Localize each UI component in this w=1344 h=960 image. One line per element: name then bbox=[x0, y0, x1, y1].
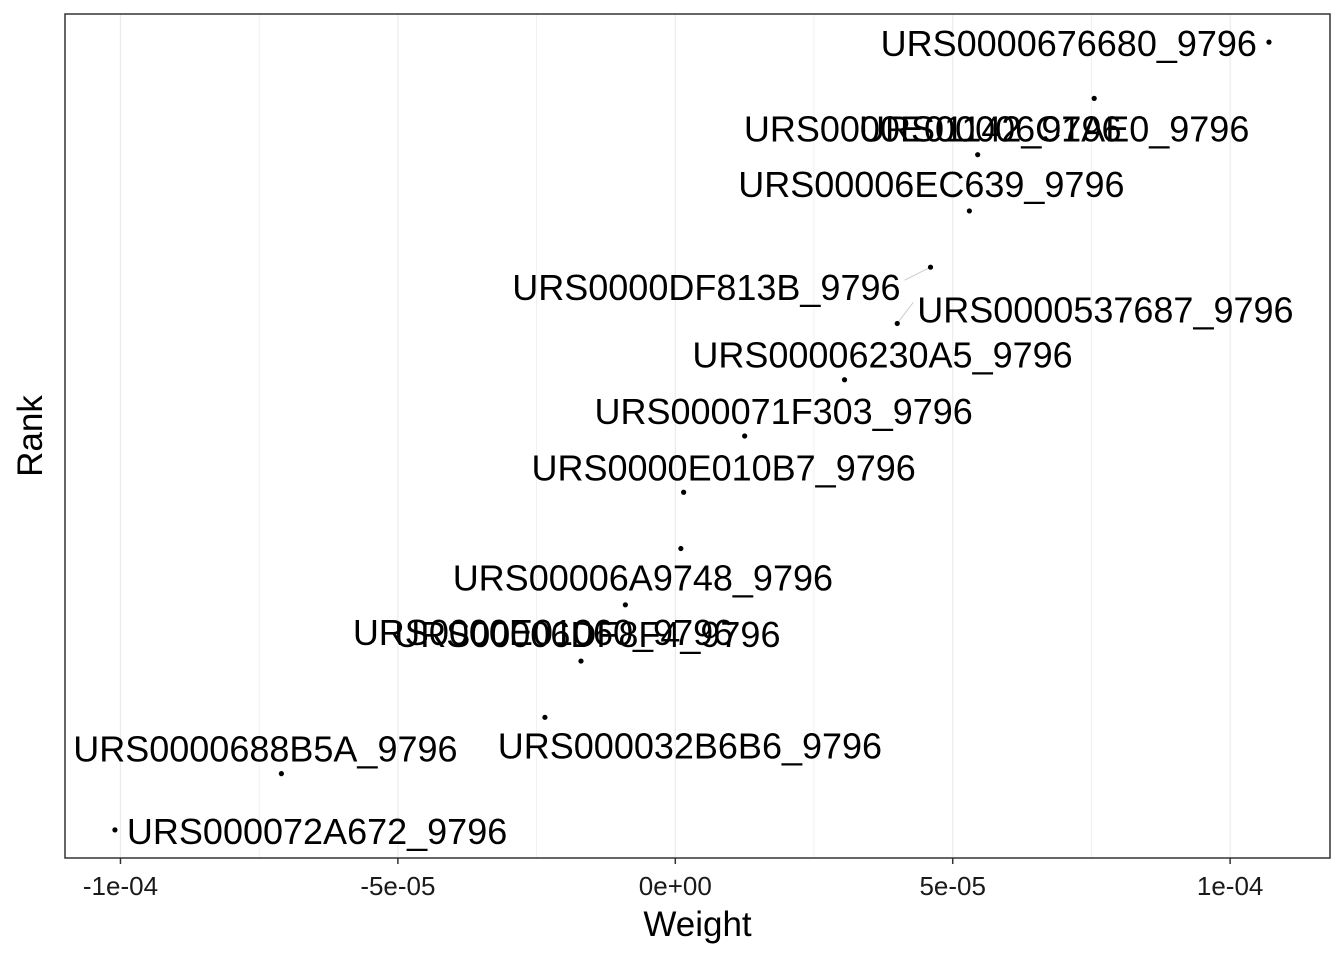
data-point bbox=[278, 771, 284, 777]
data-point bbox=[678, 545, 684, 552]
point-label: URS000032B6B6_9796 bbox=[498, 725, 882, 766]
data-point bbox=[1266, 39, 1272, 45]
point-label: URS0000688B5A_9796 bbox=[73, 729, 457, 770]
point-label: URS00006EC639_9796 bbox=[738, 164, 1124, 205]
data-point bbox=[578, 658, 584, 664]
data-points bbox=[112, 39, 1272, 833]
point-label: URS00006230A5_9796 bbox=[692, 335, 1072, 376]
x-tick-label: 1e-04 bbox=[1197, 871, 1264, 901]
data-point bbox=[112, 827, 118, 833]
data-point bbox=[542, 714, 548, 720]
x-tick-label: 5e-05 bbox=[919, 871, 986, 901]
y-axis-title: Rank bbox=[11, 395, 50, 477]
grid-lines bbox=[119, 14, 1231, 858]
x-tick-label: -1e-04 bbox=[83, 871, 158, 901]
point-labels: URS000072A672_9796 URS0000688B5A_9796 URS0… bbox=[73, 23, 1293, 852]
data-point bbox=[975, 152, 981, 158]
point-label: URS00006A9748_9796 bbox=[453, 558, 833, 599]
data-point bbox=[966, 208, 972, 214]
data-point bbox=[681, 489, 687, 495]
point-label: URS0000E01142_9796 bbox=[744, 109, 1122, 150]
data-point bbox=[622, 602, 628, 608]
point-label: URS00006DF8F4_9796 bbox=[394, 614, 780, 655]
point-label: URS0000DF813B_9796 bbox=[512, 267, 900, 308]
data-point bbox=[927, 264, 934, 270]
panel-border bbox=[64, 13, 1331, 859]
point-label: URS0000676680_9796 bbox=[881, 23, 1257, 64]
point-label: URS000071F303_9796 bbox=[595, 391, 973, 432]
point-label: URS0000537687_9796 bbox=[917, 289, 1293, 330]
point-label: URS0000E010B7_9796 bbox=[531, 447, 915, 488]
data-point bbox=[894, 320, 900, 327]
label-leader-line bbox=[896, 302, 914, 324]
x-tick-label: 0e+00 bbox=[639, 871, 712, 901]
x-axis-title: Weight bbox=[643, 905, 752, 944]
data-point bbox=[841, 377, 848, 383]
data-point bbox=[742, 433, 748, 439]
x-tick-label: -5e-05 bbox=[360, 871, 435, 901]
point-label: URS00006C1AE0_9796 bbox=[859, 108, 1249, 149]
label-leader-line bbox=[904, 266, 931, 281]
point-label: URS000072A672_9796 bbox=[127, 811, 507, 852]
point-label: URS0000E01060_9796 bbox=[353, 612, 733, 653]
data-point bbox=[1091, 95, 1097, 101]
x-axis-ticks: -1e-04 -5e-05 0e+00 5e-05 1e-04 bbox=[83, 858, 1263, 901]
